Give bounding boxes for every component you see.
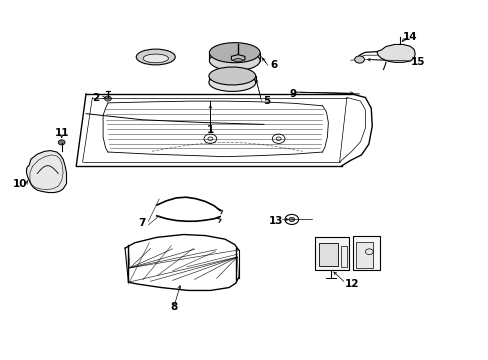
Text: 12: 12 (344, 279, 358, 289)
Bar (27, 174, 36, 179)
Circle shape (58, 140, 65, 145)
Text: 11: 11 (54, 129, 69, 138)
Ellipse shape (233, 59, 242, 62)
Ellipse shape (136, 49, 175, 65)
Text: 2: 2 (92, 93, 99, 103)
Circle shape (104, 96, 111, 101)
Text: 10: 10 (13, 179, 27, 189)
Text: 9: 9 (289, 89, 296, 99)
Polygon shape (26, 150, 66, 193)
Bar (315, 237, 348, 270)
Bar (355, 242, 372, 267)
Ellipse shape (208, 67, 255, 85)
Text: 14: 14 (402, 32, 417, 41)
Text: 8: 8 (170, 302, 177, 312)
Text: 4: 4 (138, 53, 145, 63)
Ellipse shape (143, 54, 168, 63)
Ellipse shape (209, 50, 260, 71)
Polygon shape (231, 55, 244, 62)
Text: 1: 1 (206, 125, 214, 135)
Bar (352, 236, 379, 270)
Text: 13: 13 (268, 216, 283, 226)
Text: 6: 6 (269, 60, 277, 70)
Text: 3: 3 (236, 53, 243, 63)
Text: 7: 7 (138, 218, 145, 228)
Circle shape (288, 217, 294, 222)
Text: 15: 15 (409, 57, 424, 67)
Ellipse shape (209, 42, 260, 63)
Text: 5: 5 (262, 96, 269, 106)
Ellipse shape (208, 73, 255, 91)
Bar (318, 243, 337, 266)
Circle shape (354, 56, 364, 63)
Polygon shape (376, 44, 414, 62)
Bar (340, 246, 346, 267)
